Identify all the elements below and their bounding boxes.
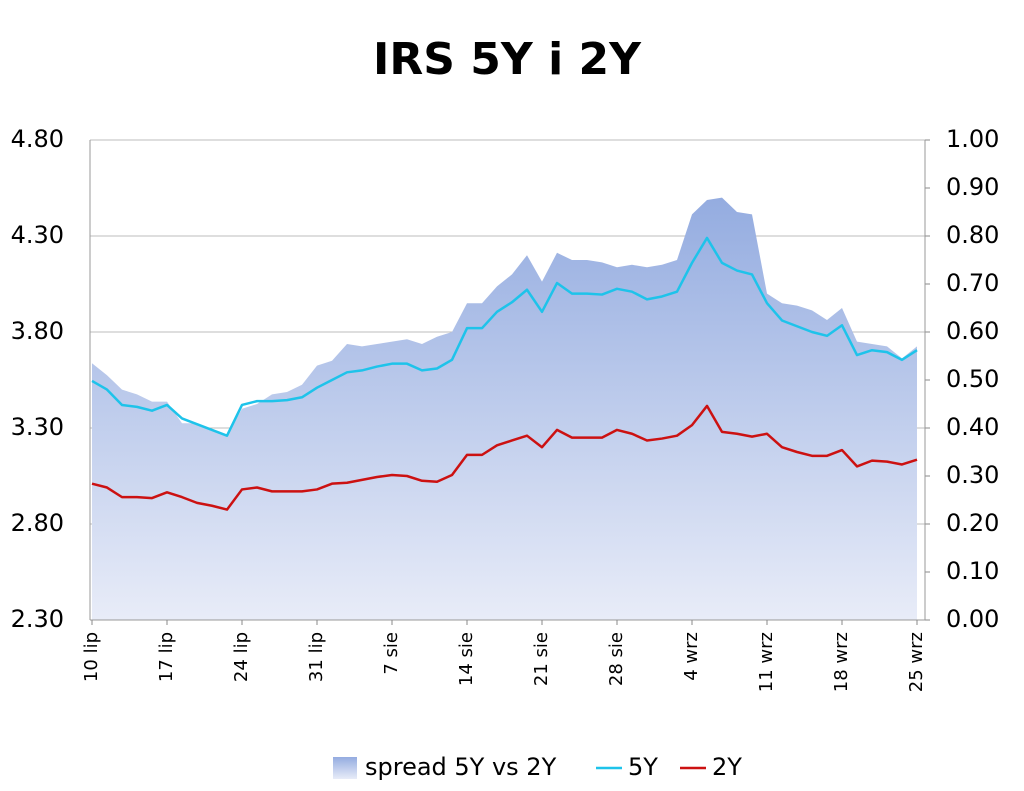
y2-tick-label: 0.40 [946,413,999,441]
y2-tick-label: 0.30 [946,461,999,489]
x-tick-label: 4 wrz [681,632,702,681]
x-tick-label: 24 lip [231,632,252,682]
x-tick-label: 31 lip [306,632,327,682]
x-tick-label: 10 lip [81,632,102,682]
y2-tick-label: 1.00 [946,125,999,153]
y-tick-label: 4.30 [11,221,64,249]
y-tick-label: 2.80 [11,509,64,537]
chart-title: IRS 5Y i 2Y [373,34,642,85]
y2-tick-label: 0.20 [946,509,999,537]
x-tick-label: 17 lip [156,632,177,682]
legend-swatch [333,757,357,779]
x-tick-label: 18 wrz [831,632,852,692]
legend-label: 5Y [628,753,658,781]
y2-tick-label: 0.10 [946,557,999,585]
series-line [91,236,918,437]
y2-tick-label: 0.60 [946,317,999,345]
x-tick-label: 14 sie [456,632,477,686]
y2-tick-label: 0.70 [946,269,999,297]
x-tick-label: 7 sie [381,632,402,675]
legend-label: 2Y [712,753,742,781]
y2-tick-label: 0.90 [946,173,999,201]
y2-tick-label: 0.80 [946,221,999,249]
y-tick-label: 4.80 [11,125,64,153]
y-tick-label: 2.30 [11,605,64,633]
spread-area [92,197,917,620]
y-tick-label: 3.30 [11,413,64,441]
y2-tick-label: 0.50 [946,365,999,393]
x-tick-label: 25 wrz [906,632,927,692]
series-line [91,404,918,511]
x-tick-label: 11 wrz [756,632,777,692]
y-tick-label: 3.80 [11,317,64,345]
legend-label: spread 5Y vs 2Y [365,753,557,781]
x-tick-label: 21 sie [531,632,552,686]
y2-tick-label: 0.00 [946,605,999,633]
x-tick-label: 28 sie [606,632,627,686]
